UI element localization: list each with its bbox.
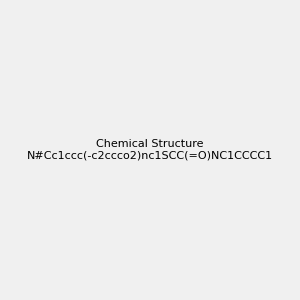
- Text: Chemical Structure
N#Cc1ccc(-c2ccco2)nc1SCC(=O)NC1CCCC1: Chemical Structure N#Cc1ccc(-c2ccco2)nc1…: [27, 139, 273, 161]
